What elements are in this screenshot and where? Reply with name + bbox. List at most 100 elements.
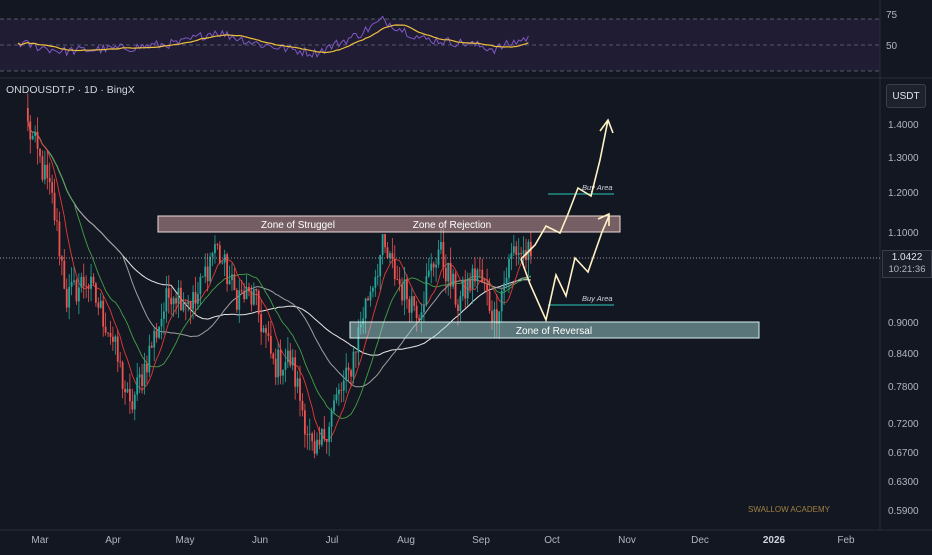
- candle-body: [238, 290, 241, 310]
- price-pane[interactable]: Zone of Struggel Zone of Rejection Zone …: [0, 93, 880, 459]
- candle-body: [26, 107, 29, 122]
- price-axis[interactable]: 1.4000 1.3000 1.2000 1.1000 0.9000 0.840…: [888, 120, 919, 517]
- candle: [466, 272, 469, 306]
- candle-body: [457, 304, 459, 312]
- candle-body: [493, 309, 496, 323]
- candle: [435, 258, 437, 282]
- alternate-projection-path: [520, 215, 610, 323]
- candle: [102, 295, 105, 337]
- current-price-label: 1.0422 10:21:36: [882, 250, 932, 278]
- candle-body: [323, 429, 326, 440]
- candle-body: [461, 279, 464, 297]
- candle-body: [447, 263, 450, 282]
- candle: [444, 254, 447, 294]
- currency-selector[interactable]: USDT: [886, 84, 926, 108]
- bar-countdown: 10:21:36: [888, 264, 926, 275]
- rsi-tick-50: 50: [886, 41, 898, 52]
- candle: [408, 296, 411, 323]
- candle-body: [427, 270, 430, 277]
- candle-body: [68, 286, 71, 308]
- candle: [75, 278, 78, 305]
- candle-body: [330, 411, 333, 427]
- candle-body: [58, 221, 61, 257]
- candle-body: [77, 287, 80, 302]
- symbol-title[interactable]: ONDOUSDT.P · 1D · BingX: [6, 84, 135, 96]
- candle-body: [291, 357, 294, 366]
- candle: [282, 369, 284, 385]
- candle-body: [228, 280, 231, 285]
- candle: [486, 268, 489, 306]
- candle: [367, 295, 369, 301]
- candle-body: [97, 302, 100, 308]
- candle-body: [209, 256, 211, 281]
- price-tick: 0.5900: [888, 506, 919, 517]
- candle: [483, 277, 486, 292]
- candle-body: [386, 247, 389, 258]
- candle-body: [133, 394, 136, 410]
- candle: [488, 278, 491, 314]
- candle: [131, 388, 134, 414]
- candle: [60, 255, 63, 276]
- candle-body: [396, 279, 399, 280]
- candle-body: [483, 282, 486, 285]
- candle: [301, 393, 304, 417]
- ma-mid-grey-line: [27, 121, 531, 388]
- candle-body: [235, 290, 238, 310]
- candle-body: [495, 309, 498, 324]
- candle: [381, 233, 384, 265]
- resistance-zone: [157, 215, 621, 233]
- candle: [48, 162, 51, 195]
- candle-body: [308, 433, 311, 435]
- support-zone: [349, 321, 760, 339]
- candle-body: [90, 276, 92, 289]
- time-tick: Feb: [837, 535, 855, 546]
- candle: [233, 267, 236, 291]
- candle: [333, 394, 335, 415]
- candle: [199, 273, 202, 306]
- candle: [517, 238, 520, 265]
- candle: [286, 336, 289, 369]
- candle-body: [73, 280, 75, 282]
- candle: [347, 362, 350, 383]
- candle: [474, 257, 476, 287]
- candle-body: [342, 380, 345, 391]
- ema-fast-line: [27, 121, 531, 441]
- candle-body: [177, 287, 180, 304]
- candle-body: [294, 357, 297, 387]
- candle: [153, 328, 156, 362]
- candle: [206, 253, 209, 292]
- candle: [437, 240, 440, 269]
- candle: [257, 289, 260, 323]
- buy-area-upper-label: Buy Area: [582, 183, 613, 192]
- time-axis[interactable]: Mar Apr May Jun Jul Aug Sep Oct Nov Dec …: [31, 535, 855, 546]
- candle-body: [194, 292, 197, 304]
- candle: [515, 240, 518, 266]
- candle-body: [104, 326, 107, 333]
- candle: [163, 302, 165, 335]
- candle: [454, 271, 457, 308]
- candle-body: [182, 302, 185, 311]
- candle: [284, 348, 287, 382]
- candle: [471, 264, 474, 304]
- candle-body: [423, 304, 425, 313]
- candle-body: [199, 276, 202, 295]
- candle: [129, 373, 131, 414]
- candle: [58, 211, 61, 266]
- candle-body: [231, 274, 233, 281]
- candle: [85, 275, 88, 298]
- candle: [423, 291, 425, 323]
- time-tick: Jul: [326, 535, 339, 546]
- candle-body: [36, 131, 39, 149]
- candle: [70, 267, 73, 296]
- candle: [26, 93, 29, 132]
- price-tick: 1.3000: [888, 153, 919, 164]
- candle: [330, 407, 333, 443]
- candle-body: [158, 326, 160, 338]
- candle-body: [522, 250, 525, 255]
- candle: [274, 348, 277, 386]
- candle-body: [272, 353, 275, 359]
- rsi-panel[interactable]: 75 50: [0, 10, 898, 72]
- watermark-text: SWALLOW ACADEMY: [748, 505, 831, 514]
- candle: [155, 322, 158, 343]
